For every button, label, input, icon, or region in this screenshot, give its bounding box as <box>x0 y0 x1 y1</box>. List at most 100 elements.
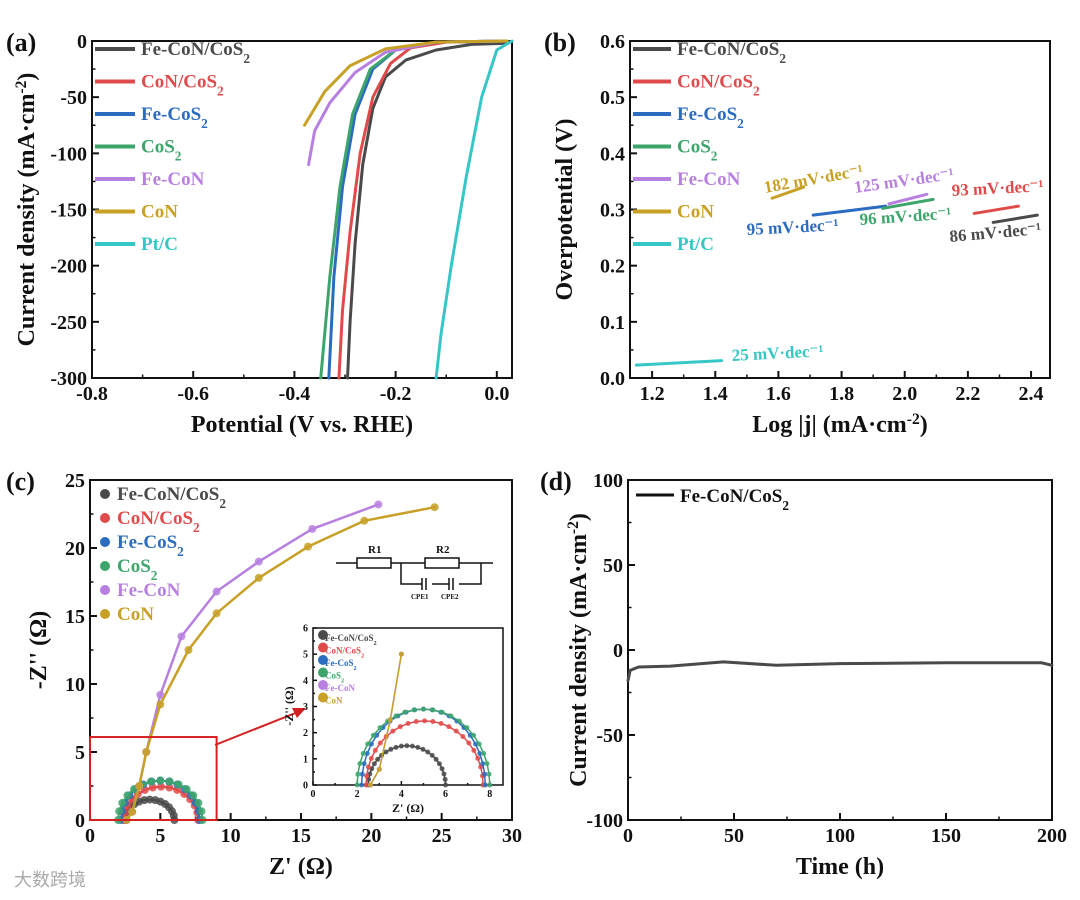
data-point <box>422 718 428 724</box>
legend-label: CoN <box>325 696 343 706</box>
legend-label: CoS2 <box>325 671 344 685</box>
data-point <box>433 756 439 762</box>
tafel-slope-label: 182 mV·dec⁻¹ <box>762 161 864 197</box>
x-tick-label: 6 <box>443 789 448 800</box>
legend-label: Fe-CoS2 <box>325 658 357 672</box>
data-point <box>184 646 193 654</box>
data-point <box>453 728 459 734</box>
data-point <box>420 746 426 752</box>
data-point <box>481 750 487 756</box>
data-point <box>177 632 186 641</box>
data-point <box>441 771 447 777</box>
y-tick-label: 6 <box>303 624 308 635</box>
tafel-line-CoN/CoS2 <box>972 204 1020 215</box>
x-tick-label: 2.0 <box>892 383 917 405</box>
x-tick-label: 0.0 <box>484 383 509 405</box>
x-tick-label: 150 <box>931 825 961 847</box>
data-point <box>157 782 166 791</box>
y-tick-label: -50 <box>596 725 623 747</box>
zoom-arrow <box>214 711 299 746</box>
x-tick-label: 0 <box>311 789 316 800</box>
data-point <box>212 587 221 596</box>
circuit-label-r1: R1 <box>368 544 381 556</box>
resistor-r1 <box>356 557 392 569</box>
data-point <box>182 785 191 794</box>
legend-label: CoS2 <box>117 556 158 583</box>
data-point <box>486 771 492 777</box>
x-tick-label: 25 <box>432 825 452 847</box>
x-tick-label: 200 <box>1037 825 1067 847</box>
tafel-slope-label: 93 mV·dec⁻¹ <box>951 176 1044 200</box>
data-point <box>471 747 477 753</box>
data-point <box>304 542 313 551</box>
data-point <box>393 744 399 750</box>
y-tick-label: 2 <box>303 728 308 739</box>
legend-label: Fe-CoN/CoS2 <box>117 484 226 511</box>
data-point <box>354 782 360 788</box>
x-tick-label: 50 <box>724 825 744 847</box>
data-point <box>442 776 448 782</box>
legend-label: Fe-CoN <box>117 580 181 601</box>
data-point <box>436 761 442 767</box>
tafel-slope-label: 25 mV·dec⁻¹ <box>731 341 824 365</box>
x-axis-label: Time (h) <box>796 854 884 880</box>
legend-marker <box>318 667 328 678</box>
data-point <box>374 500 383 509</box>
data-point <box>146 777 155 786</box>
x-tick-label: 5 <box>155 825 165 847</box>
tafel-slope-label: 125 mV·dec⁻¹ <box>853 164 955 197</box>
y-axis-label: Overpotential (V) <box>552 119 578 301</box>
data-point <box>405 720 411 726</box>
y-tick-label: 5 <box>75 742 85 764</box>
y-tick-label: -200 <box>50 256 87 278</box>
data-point <box>404 743 410 749</box>
data-point <box>360 516 369 525</box>
y-tick-label: 4 <box>303 676 308 687</box>
x-tick-label: 4 <box>399 789 404 800</box>
legend-label: Fe-CoN/CoS2 <box>325 633 377 647</box>
y-tick-label: -300 <box>50 368 87 390</box>
tafel-slope-label: 86 mV·dec⁻¹ <box>949 219 1042 246</box>
legend-label: Fe-CoN <box>677 169 741 190</box>
data-point <box>388 746 394 752</box>
data-point <box>377 740 383 746</box>
data-point <box>398 651 404 657</box>
data-point <box>390 728 396 734</box>
x-axis-label: Potential (V vs. RHE) <box>191 412 413 438</box>
data-point <box>409 743 415 749</box>
x-tick-label: 2.2 <box>955 383 980 405</box>
y-tick-label: -100 <box>586 810 623 832</box>
data-point <box>174 780 183 789</box>
legend-marker <box>318 680 328 690</box>
tafel-line-Fe-CoN/CoS2 <box>991 213 1039 224</box>
data-point <box>142 748 151 756</box>
legend-label: CoN/CoS2 <box>677 72 760 99</box>
x-tick-label: 1.2 <box>640 383 665 405</box>
data-point <box>484 761 490 767</box>
legend-label: Fe-CoN/CoS2 <box>141 39 250 66</box>
data-point <box>156 776 165 785</box>
data-point <box>254 557 263 566</box>
x-axis-label: Log |j| (mA·cm-2) <box>752 411 928 439</box>
x-tick-label: -0.4 <box>279 383 311 405</box>
legend-label: CoN/CoS2 <box>117 508 200 535</box>
y-tick-label: 5 <box>303 650 308 661</box>
x-tick-label: 30 <box>502 825 522 847</box>
y-tick-label: 0 <box>75 810 85 832</box>
data-point <box>156 690 165 699</box>
legend-label: Fe-CoN <box>325 683 355 693</box>
arrow-head <box>292 708 306 718</box>
data-point <box>460 734 466 740</box>
legend-label: Fe-CoN/CoS2 <box>677 39 786 66</box>
legend-marker <box>318 655 328 665</box>
tafel-line-Pt/C <box>634 359 724 367</box>
data-point <box>165 783 174 792</box>
data-point <box>482 771 488 777</box>
data-point <box>397 724 403 730</box>
data-point <box>254 573 263 582</box>
data-point <box>118 798 127 807</box>
equivalent-circuit <box>336 557 493 590</box>
data-point <box>477 750 483 756</box>
x-tick-label: 0 <box>623 825 633 847</box>
